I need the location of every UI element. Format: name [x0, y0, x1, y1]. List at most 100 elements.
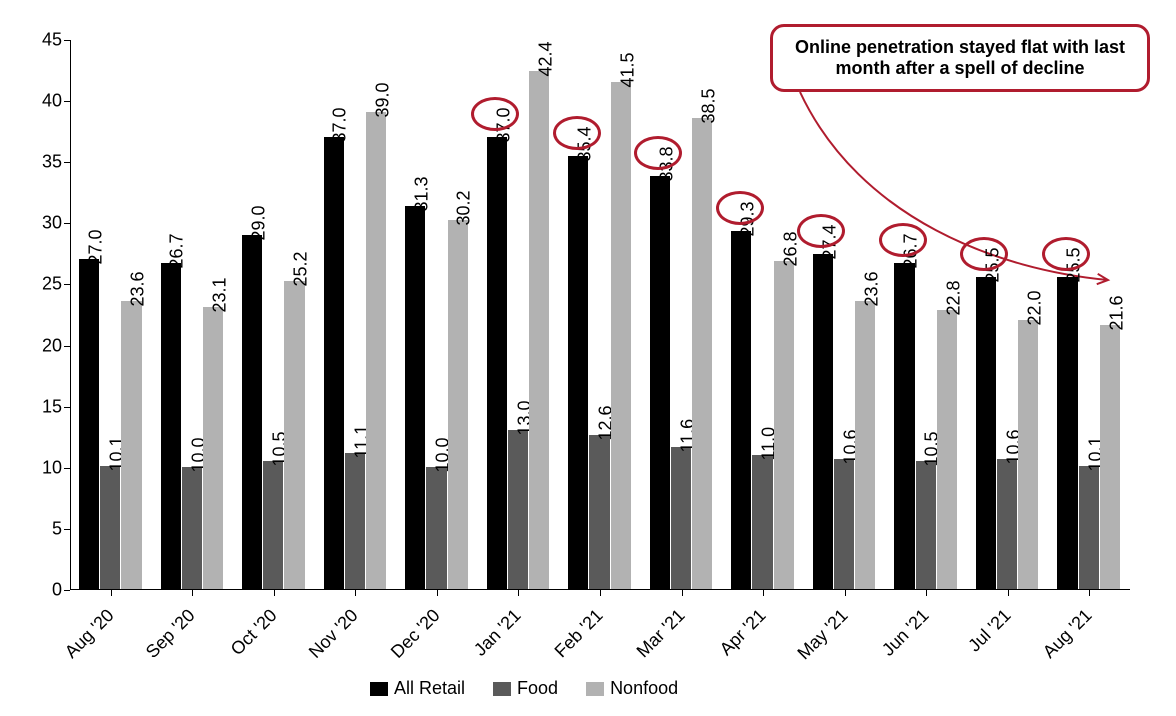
y-tick-label: 35: [42, 152, 70, 173]
bar-nonfood: [937, 310, 957, 589]
bar-food: [997, 459, 1017, 589]
x-category-label: Jun '21: [862, 605, 933, 676]
x-category-label: Mar '21: [618, 605, 689, 676]
legend: All Retail Food Nonfood: [370, 678, 678, 699]
callout-box: Online penetration stayed flat with last…: [770, 24, 1150, 92]
bar-nonfood: [284, 281, 304, 589]
x-category-label: Nov '20: [291, 605, 362, 676]
bar-value-label: 23.6: [128, 271, 149, 306]
y-tick-label: 15: [42, 396, 70, 417]
x-tick-mark: [1008, 590, 1009, 596]
bar-value-label: 29.0: [248, 205, 269, 240]
bar-nonfood: [855, 301, 875, 589]
bar-nonfood: [1018, 320, 1038, 589]
bar-all-retail: [976, 277, 996, 589]
bar-food: [508, 430, 528, 589]
x-tick-mark: [682, 590, 683, 596]
x-tick-mark: [845, 590, 846, 596]
x-category-label: Feb '21: [536, 605, 607, 676]
bar-nonfood: [774, 261, 794, 589]
bar-all-retail: [731, 231, 751, 589]
bar-nonfood: [529, 71, 549, 589]
bar-all-retail: [894, 263, 914, 589]
bar-value-label: 26.8: [780, 232, 801, 267]
bar-food: [752, 455, 772, 589]
bar-value-label: 41.5: [617, 52, 638, 87]
x-tick-mark: [192, 590, 193, 596]
bar-nonfood: [203, 307, 223, 589]
y-tick-label: 10: [42, 457, 70, 478]
x-category-label: Aug '20: [47, 605, 118, 676]
bar-value-label: 25.2: [291, 251, 312, 286]
x-category-label: Jan '21: [454, 605, 525, 676]
bar-all-retail: [324, 137, 344, 589]
bar-all-retail: [568, 156, 588, 589]
bar-value-label: 37.0: [330, 107, 351, 142]
bar-value-label: 30.2: [454, 190, 475, 225]
x-category-label: Jul '21: [944, 605, 1015, 676]
x-tick-mark: [111, 590, 112, 596]
x-tick-mark: [600, 590, 601, 596]
legend-item: All Retail: [370, 678, 465, 699]
bar-value-label: 23.6: [862, 271, 883, 306]
chart-root: 051015202530354045Aug '2027.010.123.6Sep…: [0, 0, 1176, 716]
x-tick-mark: [763, 590, 764, 596]
highlight-circle: [797, 214, 845, 248]
legend-item: Nonfood: [586, 678, 678, 699]
y-tick-label: 5: [52, 518, 70, 539]
legend-swatch: [586, 682, 604, 696]
bar-all-retail: [161, 263, 181, 589]
y-tick-label: 40: [42, 91, 70, 112]
bar-food: [671, 447, 691, 589]
bar-value-label: 42.4: [535, 41, 556, 76]
highlight-circle: [879, 223, 927, 257]
bar-value-label: 21.6: [1106, 295, 1127, 330]
bar-food: [589, 435, 609, 589]
x-category-label: Aug '21: [1025, 605, 1096, 676]
bar-food: [263, 461, 283, 589]
x-category-label: Sep '20: [128, 605, 199, 676]
x-tick-mark: [926, 590, 927, 596]
bar-nonfood: [692, 118, 712, 589]
highlight-circle: [553, 116, 601, 150]
legend-swatch: [370, 682, 388, 696]
x-category-label: Oct '20: [210, 605, 281, 676]
x-category-label: Dec '20: [373, 605, 444, 676]
legend-label: All Retail: [394, 678, 465, 699]
bar-value-label: 23.1: [209, 277, 230, 312]
bar-value-label: 38.5: [699, 89, 720, 124]
callout-text: Online penetration stayed flat with last…: [787, 37, 1133, 79]
plot-area: 051015202530354045Aug '2027.010.123.6Sep…: [70, 40, 1130, 590]
bar-value-label: 27.0: [85, 229, 106, 264]
legend-label: Nonfood: [610, 678, 678, 699]
highlight-circle: [716, 191, 764, 225]
x-tick-mark: [355, 590, 356, 596]
bar-nonfood: [121, 301, 141, 589]
bar-food: [100, 466, 120, 589]
highlight-circle: [471, 97, 519, 131]
bar-value-label: 22.0: [1025, 291, 1046, 326]
x-tick-mark: [437, 590, 438, 596]
y-tick-label: 25: [42, 274, 70, 295]
legend-item: Food: [493, 678, 558, 699]
bar-all-retail: [242, 235, 262, 589]
legend-label: Food: [517, 678, 558, 699]
y-tick-label: 45: [42, 30, 70, 51]
x-category-label: May '21: [781, 605, 852, 676]
bar-food: [1079, 466, 1099, 589]
x-tick-mark: [518, 590, 519, 596]
bar-nonfood: [611, 82, 631, 589]
legend-swatch: [493, 682, 511, 696]
bar-all-retail: [1057, 277, 1077, 589]
y-tick-label: 20: [42, 335, 70, 356]
bar-food: [182, 467, 202, 589]
bar-nonfood: [1100, 325, 1120, 589]
bar-all-retail: [487, 137, 507, 589]
bar-food: [834, 459, 854, 589]
x-category-label: Apr '21: [699, 605, 770, 676]
bar-food: [345, 453, 365, 589]
bar-nonfood: [448, 220, 468, 589]
y-tick-label: 30: [42, 213, 70, 234]
bar-all-retail: [405, 206, 425, 589]
bar-nonfood: [366, 112, 386, 589]
